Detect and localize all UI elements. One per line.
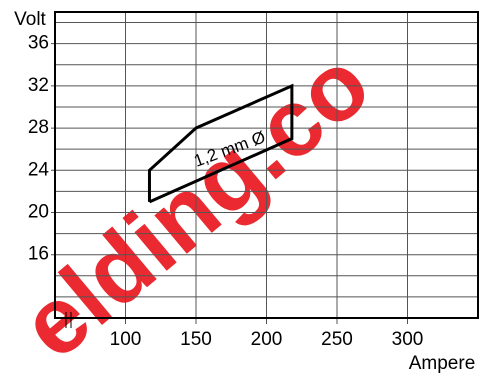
y-tick-label: 24 xyxy=(28,159,50,180)
x-tick-label: 100 xyxy=(110,329,142,350)
x-tick-label: 200 xyxy=(251,329,283,350)
y-tick-label: 28 xyxy=(28,117,49,138)
y-tick-label: 36 xyxy=(28,33,49,54)
x-tick-label: 300 xyxy=(392,329,424,350)
y-tick-label: 16 xyxy=(28,244,49,265)
series-line xyxy=(147,83,294,204)
x-tick-label: 250 xyxy=(321,329,353,350)
y-tick-label: 32 xyxy=(28,75,49,96)
x-axis-title: Ampere xyxy=(409,353,476,374)
plot-frame xyxy=(54,11,479,319)
y-axis-title: Volt xyxy=(14,9,46,30)
y-tick-label: 20 xyxy=(28,201,49,222)
x-tick-label: 150 xyxy=(180,329,212,350)
